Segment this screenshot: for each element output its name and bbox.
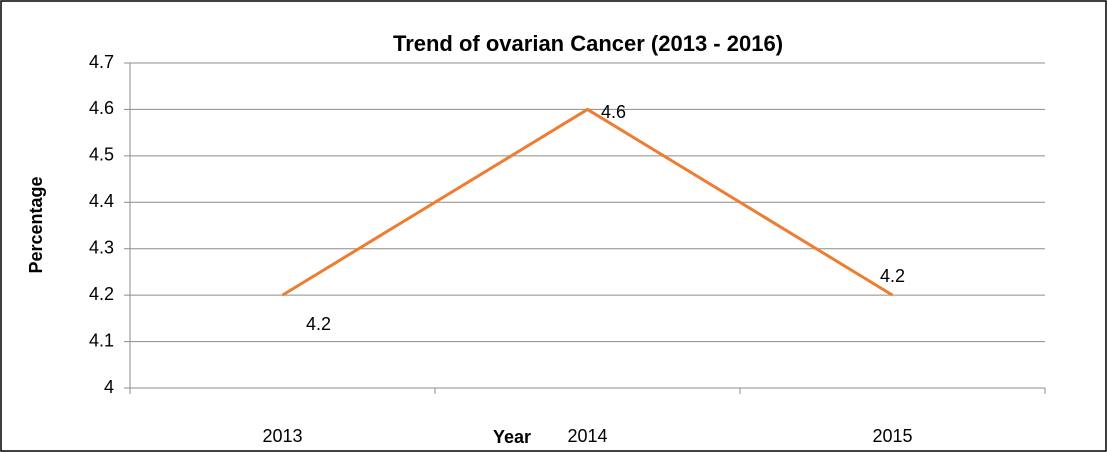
chart-title: Trend of ovarian Cancer (2013 - 2016) [393, 31, 783, 56]
y-tick-label: 4.2 [89, 284, 114, 304]
x-tick-label: 2013 [262, 426, 302, 446]
x-tick-label: 2014 [567, 426, 607, 446]
x-axis-label: Year [493, 427, 531, 447]
y-tick-label: 4.1 [89, 330, 114, 350]
data-label: 4.2 [880, 266, 905, 286]
y-tick-label: 4 [104, 377, 114, 397]
y-tick-label: 4.5 [89, 145, 114, 165]
x-tick-label: 2015 [872, 426, 912, 446]
data-line [281, 107, 894, 297]
data-label: 4.6 [601, 102, 626, 122]
y-tick-label: 4.7 [89, 52, 114, 72]
y-tick-label: 4.4 [89, 191, 114, 211]
data-label: 4.2 [306, 314, 331, 334]
y-axis-label: Percentage [26, 176, 46, 273]
y-tick-label: 4.6 [89, 98, 114, 118]
y-tick-label: 4.3 [89, 237, 114, 257]
